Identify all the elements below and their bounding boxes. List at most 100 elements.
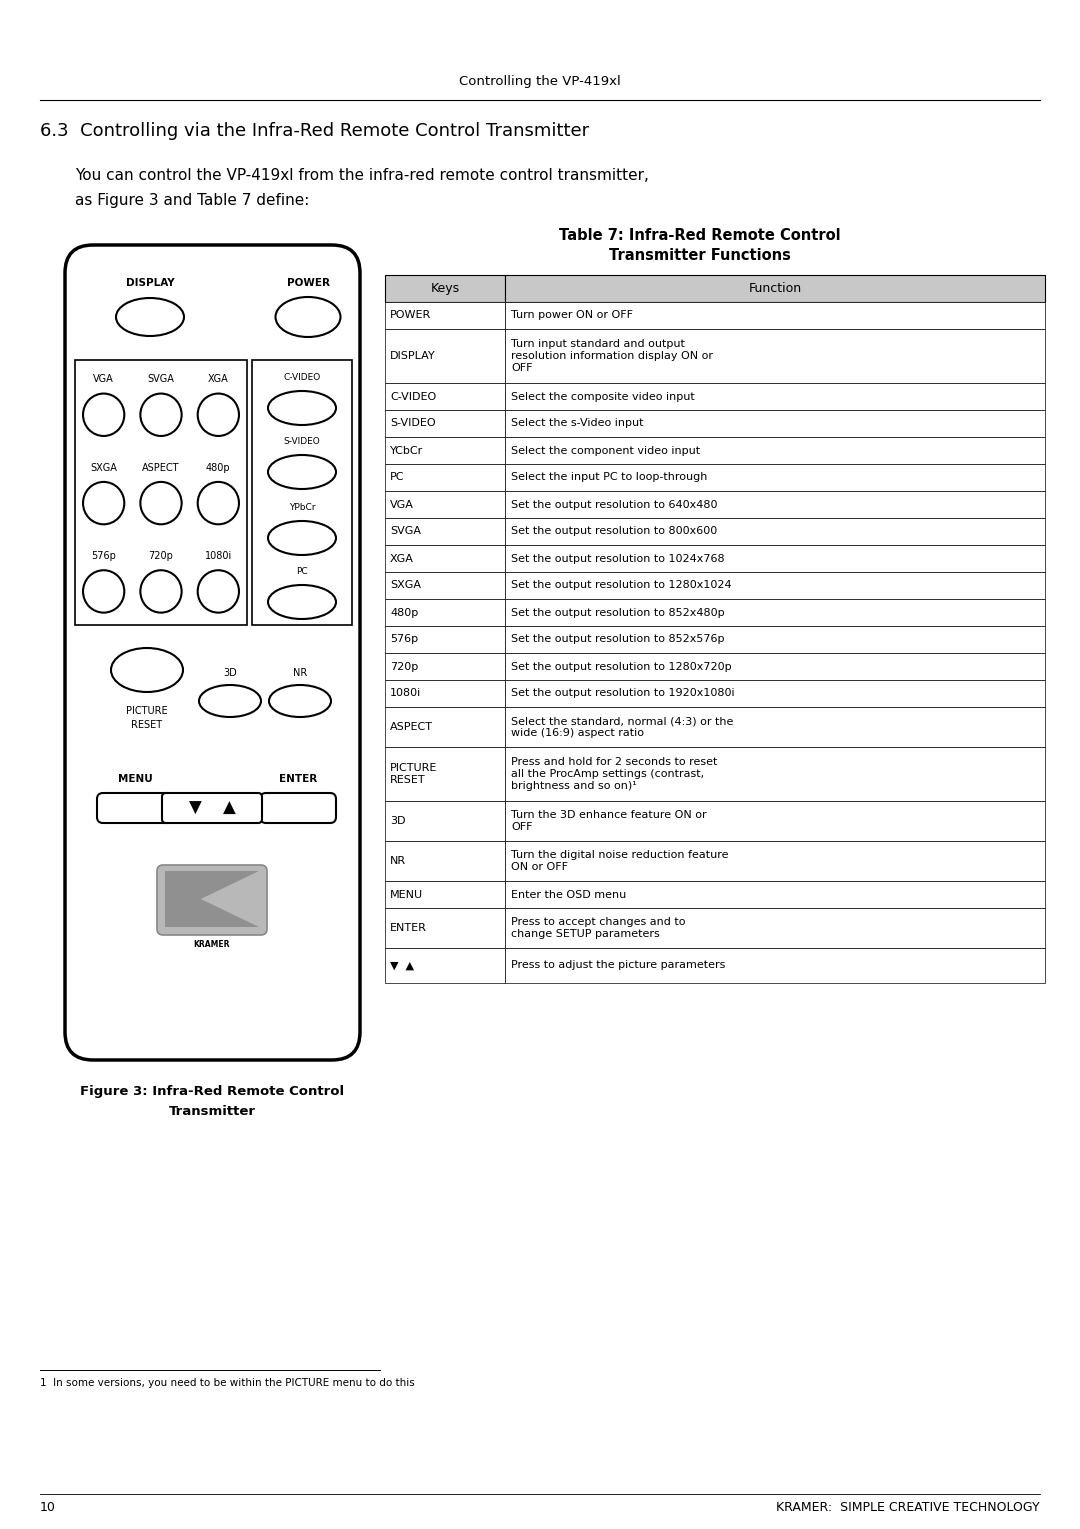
Text: 1080i: 1080i [390, 688, 421, 699]
Text: Transmitter: Transmitter [168, 1105, 256, 1118]
Text: ▼: ▼ [189, 800, 201, 816]
Text: Select the composite video input: Select the composite video input [511, 391, 694, 402]
Bar [252, 359, 352, 625]
FancyBboxPatch shape [260, 794, 336, 823]
Bar [505, 680, 1045, 706]
Text: S-VIDEO: S-VIDEO [284, 437, 321, 446]
Text: PC: PC [296, 567, 308, 576]
Bar [384, 680, 505, 706]
Bar [384, 706, 505, 748]
Text: DISPLAY: DISPLAY [125, 278, 174, 287]
Bar [384, 518, 505, 544]
Ellipse shape [269, 685, 330, 717]
Bar [505, 625, 1045, 653]
Text: NR: NR [390, 856, 406, 865]
FancyBboxPatch shape [97, 794, 173, 823]
Text: Keys: Keys [431, 281, 460, 295]
Text: Select the input PC to loop-through: Select the input PC to loop-through [511, 472, 707, 483]
Text: DISPLAY: DISPLAY [390, 352, 435, 361]
Ellipse shape [116, 298, 184, 336]
Bar [505, 491, 1045, 518]
Bar [384, 382, 505, 410]
Ellipse shape [268, 521, 336, 555]
Text: 6.3  Controlling via the Infra-Red Remote Control Transmitter: 6.3 Controlling via the Infra-Red Remote… [40, 122, 589, 141]
Text: NR: NR [293, 668, 307, 677]
Ellipse shape [140, 393, 181, 436]
Bar [505, 437, 1045, 463]
Ellipse shape [83, 482, 124, 524]
Bar [384, 908, 505, 948]
Bar [505, 801, 1045, 841]
Bar [384, 748, 505, 801]
Text: VGA: VGA [390, 500, 414, 509]
Text: PICTURE: PICTURE [126, 706, 167, 716]
Ellipse shape [83, 393, 124, 436]
Bar [384, 275, 505, 303]
Text: Enter the OSD menu: Enter the OSD menu [511, 890, 626, 899]
Bar [505, 410, 1045, 437]
Bar [505, 948, 1045, 983]
Text: 3D: 3D [224, 668, 237, 677]
Text: 480p: 480p [390, 607, 418, 618]
Bar [384, 437, 505, 463]
Text: Set the output resolution to 1280x1024: Set the output resolution to 1280x1024 [511, 581, 731, 590]
Bar [384, 599, 505, 625]
Bar [384, 653, 505, 680]
Text: Select the standard, normal (4:3) or the
wide (16:9) aspect ratio: Select the standard, normal (4:3) or the… [511, 716, 733, 739]
Text: 720p: 720p [149, 550, 174, 561]
Ellipse shape [140, 482, 181, 524]
Text: SVGA: SVGA [390, 526, 421, 537]
FancyBboxPatch shape [65, 245, 360, 1060]
Bar [384, 410, 505, 437]
Text: ENTER: ENTER [279, 774, 318, 784]
Text: PC: PC [390, 472, 405, 483]
Bar [384, 625, 505, 653]
Bar [165, 872, 201, 927]
Text: ASPECT: ASPECT [143, 463, 179, 472]
Text: KRAMER:  SIMPLE CREATIVE TECHNOLOGY: KRAMER: SIMPLE CREATIVE TECHNOLOGY [777, 1501, 1040, 1514]
Text: Turn the 3D enhance feature ON or
OFF: Turn the 3D enhance feature ON or OFF [511, 810, 706, 832]
FancyBboxPatch shape [162, 794, 262, 823]
Bar [384, 303, 505, 329]
Text: 576p: 576p [390, 635, 418, 645]
Ellipse shape [198, 570, 239, 613]
Bar [505, 544, 1045, 572]
Text: KRAMER: KRAMER [193, 940, 230, 950]
Bar [505, 841, 1045, 881]
Bar [384, 841, 505, 881]
Text: Set the output resolution to 800x600: Set the output resolution to 800x600 [511, 526, 717, 537]
Text: YPbCr: YPbCr [288, 503, 315, 512]
Bar [505, 572, 1045, 599]
Text: Press to adjust the picture parameters: Press to adjust the picture parameters [511, 960, 726, 971]
Text: Set the output resolution to 852x576p: Set the output resolution to 852x576p [511, 635, 725, 645]
Ellipse shape [268, 586, 336, 619]
Bar [384, 329, 505, 382]
FancyBboxPatch shape [157, 865, 267, 936]
Bar [384, 544, 505, 572]
Text: You can control the VP-419xl from the infra-red remote control transmitter,: You can control the VP-419xl from the in… [75, 168, 649, 183]
Bar [505, 908, 1045, 948]
Text: Turn the digital noise reduction feature
ON or OFF: Turn the digital noise reduction feature… [511, 850, 729, 872]
Ellipse shape [275, 297, 340, 336]
Text: as Figure 3 and Table 7 define:: as Figure 3 and Table 7 define: [75, 193, 309, 208]
Ellipse shape [111, 648, 183, 693]
Text: ▼  ▲: ▼ ▲ [390, 960, 414, 971]
Bar [384, 881, 505, 908]
Bar [505, 748, 1045, 801]
Bar [505, 303, 1045, 329]
Text: SXGA: SXGA [390, 581, 421, 590]
Text: XGA: XGA [390, 553, 414, 564]
Text: Set the output resolution to 640x480: Set the output resolution to 640x480 [511, 500, 717, 509]
Bar [505, 329, 1045, 382]
Ellipse shape [83, 570, 124, 613]
Polygon shape [201, 899, 259, 927]
Text: VGA: VGA [93, 375, 114, 384]
Text: S-VIDEO: S-VIDEO [390, 419, 435, 428]
Bar [384, 572, 505, 599]
Text: Transmitter Functions: Transmitter Functions [609, 248, 791, 263]
Text: Set the output resolution to 1024x768: Set the output resolution to 1024x768 [511, 553, 725, 564]
Text: 10: 10 [40, 1501, 56, 1514]
Ellipse shape [198, 482, 239, 524]
Text: 480p: 480p [206, 463, 231, 472]
Text: Figure 3: Infra-Red Remote Control: Figure 3: Infra-Red Remote Control [80, 1086, 345, 1098]
